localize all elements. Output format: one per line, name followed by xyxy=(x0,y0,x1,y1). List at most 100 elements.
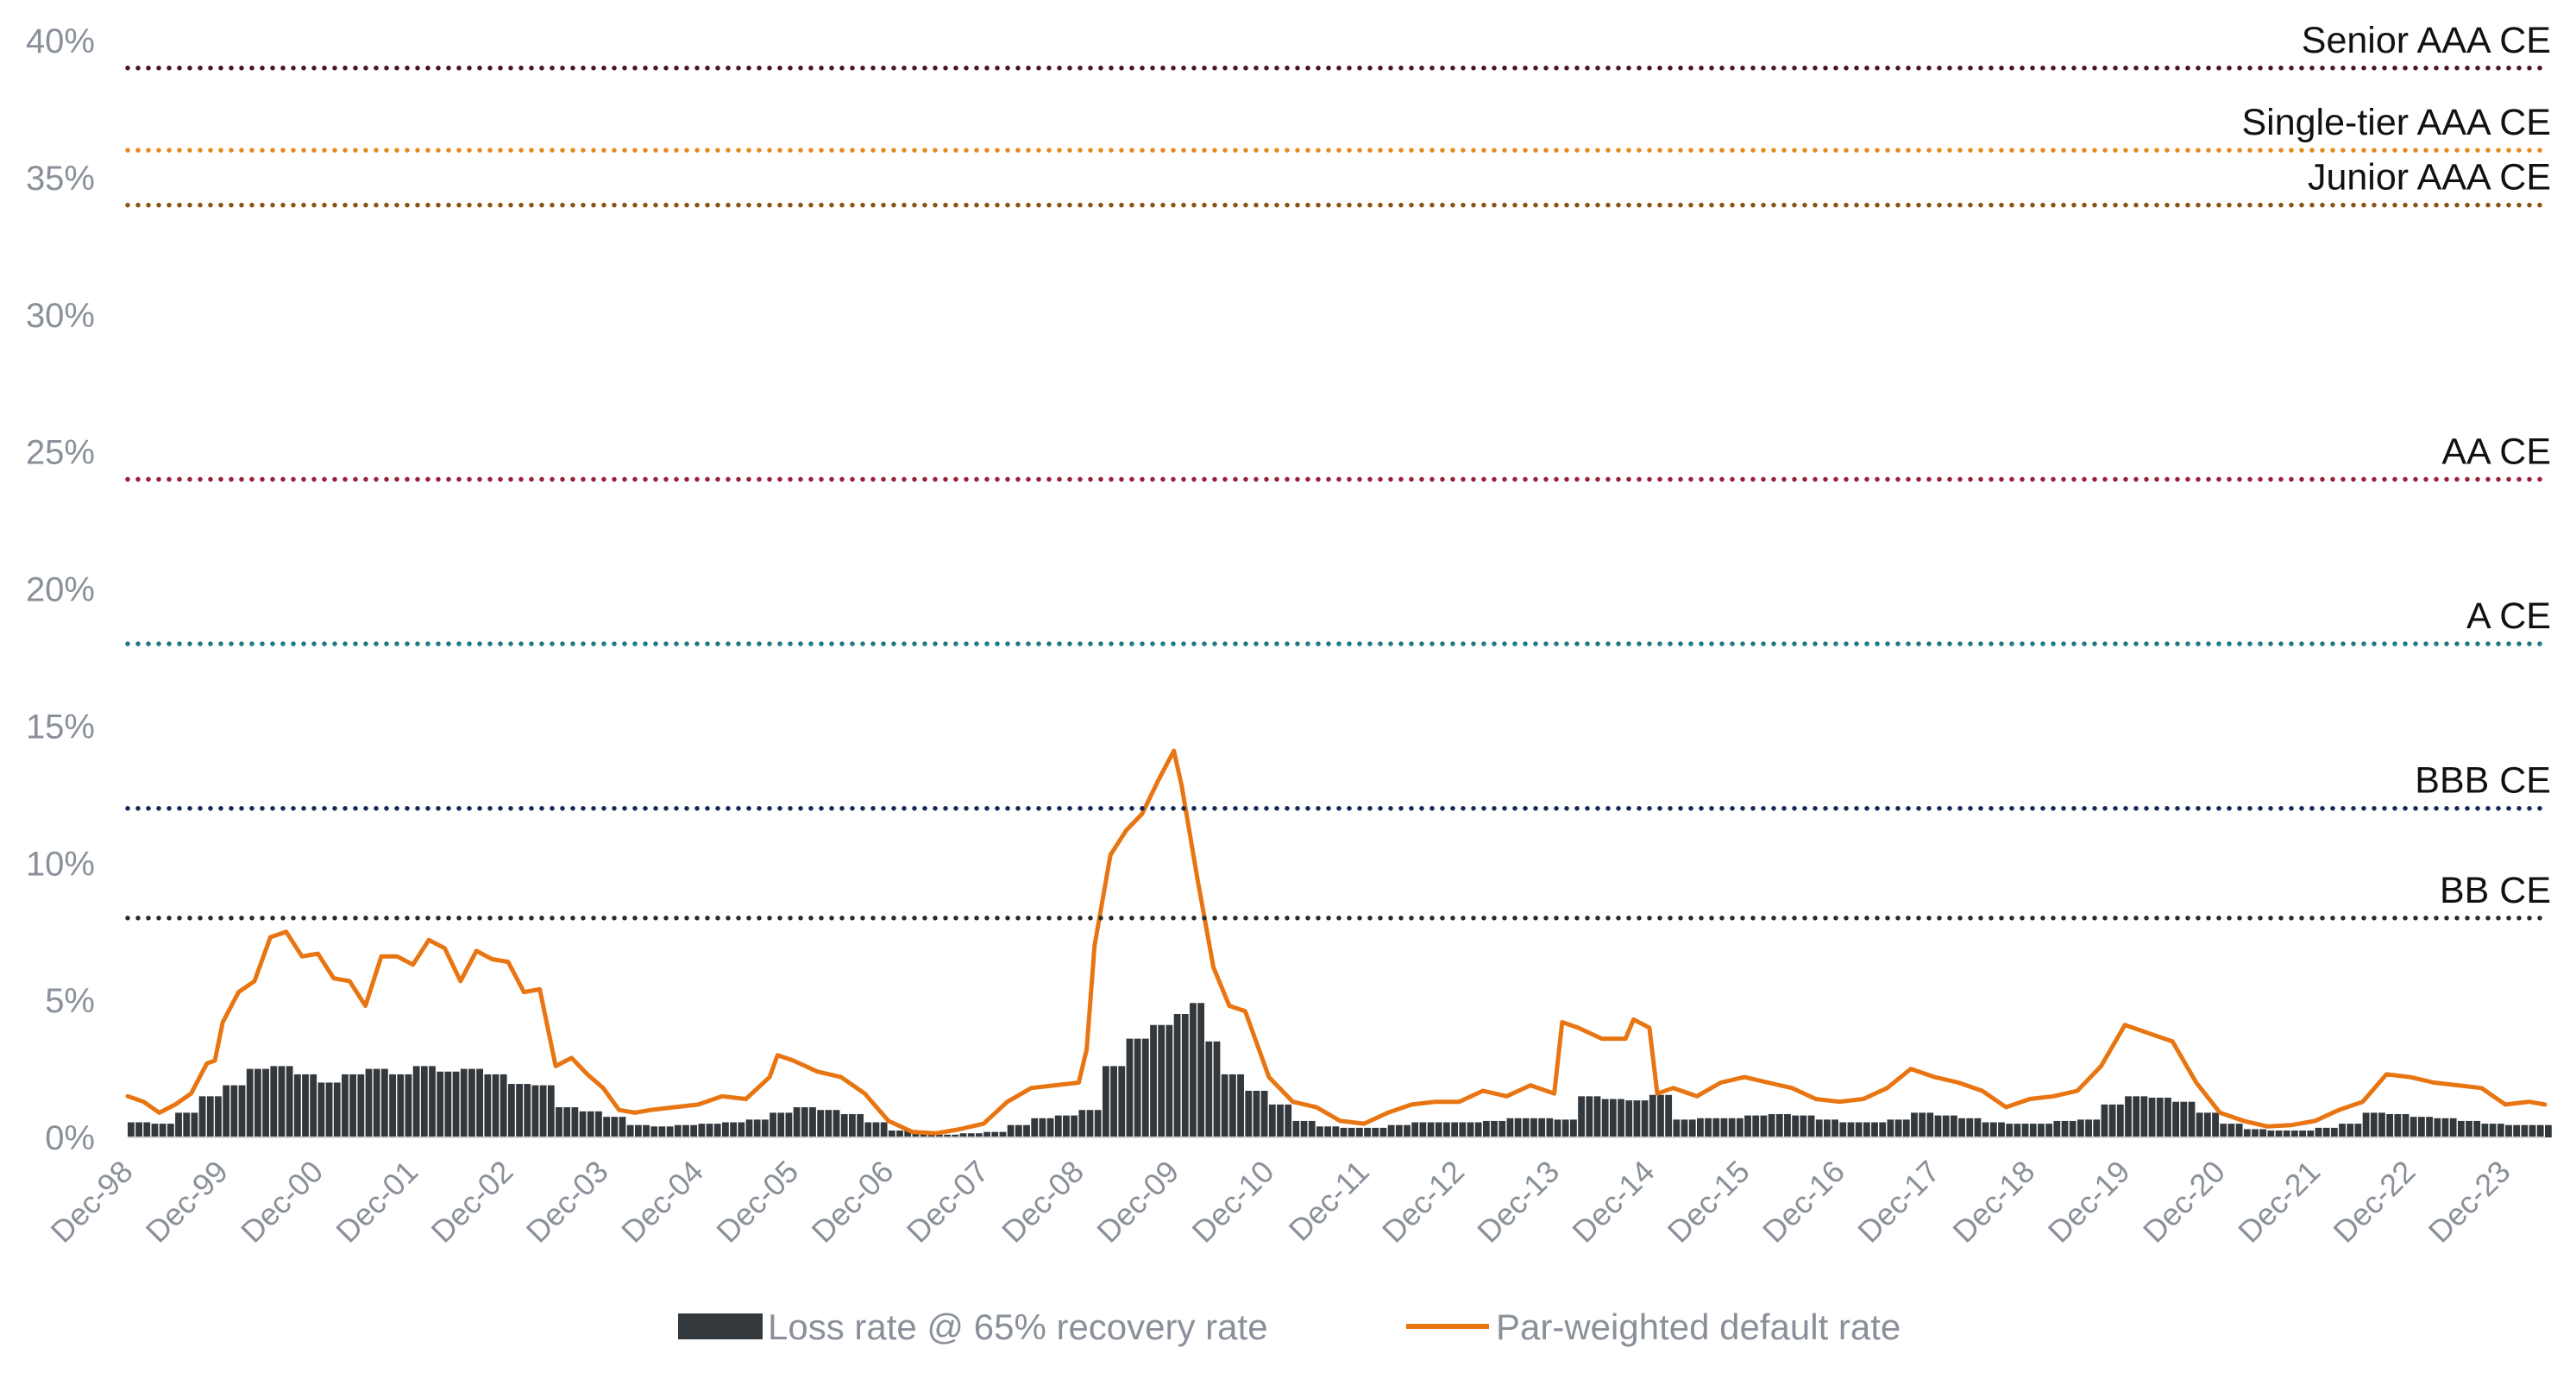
loss-rate-bar xyxy=(1665,1094,1673,1137)
loss-rate-bar xyxy=(674,1124,682,1137)
loss-rate-bar xyxy=(1134,1038,1141,1137)
loss-rate-bar xyxy=(1807,1115,1815,1137)
loss-rate-bar xyxy=(1894,1119,1902,1137)
loss-rate-bar xyxy=(1998,1122,2005,1137)
loss-rate-bar xyxy=(2029,1124,2037,1137)
loss-rate-bar xyxy=(753,1119,761,1137)
loss-rate-bar xyxy=(745,1119,753,1137)
loss-rate-bar xyxy=(1355,1127,1363,1137)
loss-rate-bar xyxy=(1221,1074,1228,1137)
y-tick-label: 15% xyxy=(26,708,95,746)
loss-rate-bar xyxy=(927,1133,935,1137)
loss-rate-bar xyxy=(2259,1129,2267,1137)
loss-rate-bar xyxy=(1593,1096,1601,1137)
loss-rate-bar xyxy=(2148,1097,2156,1137)
loss-rate-bar xyxy=(626,1124,634,1137)
loss-rate-bar xyxy=(2434,1118,2441,1137)
loss-rate-bar xyxy=(2077,1119,2084,1137)
loss-rate-bar xyxy=(1712,1118,1720,1137)
loss-rate-bar xyxy=(690,1124,698,1137)
loss-rate-bar xyxy=(2108,1104,2116,1137)
y-tick-label: 10% xyxy=(26,845,95,883)
loss-rate-bar xyxy=(595,1111,602,1137)
loss-rate-bar xyxy=(2164,1097,2171,1137)
loss-rate-bar xyxy=(2489,1124,2497,1137)
loss-rate-bar xyxy=(761,1119,769,1137)
loss-rate-bar xyxy=(151,1124,159,1137)
loss-rate-bar xyxy=(2473,1120,2481,1137)
loss-rate-bar xyxy=(365,1068,373,1137)
loss-rate-bar xyxy=(1887,1119,1894,1137)
loss-rate-bar xyxy=(1934,1115,1942,1137)
x-tick-label: Dec-07 xyxy=(900,1154,996,1250)
loss-rate-bar xyxy=(1411,1122,1419,1137)
loss-rate-bar xyxy=(286,1066,293,1137)
x-tick-label: Dec-12 xyxy=(1375,1154,1471,1250)
loss-rate-bar xyxy=(468,1068,475,1137)
loss-rate-bar xyxy=(1514,1118,1522,1137)
loss-rate-bar xyxy=(1482,1120,1490,1137)
x-axis-ticks: Dec-98 Dec-99 Dec-00 Dec-01 Dec-02 Dec-03 Dec-… xyxy=(44,1154,2517,1250)
loss-rate-bar xyxy=(1332,1126,1340,1137)
loss-rate-bar xyxy=(619,1117,626,1137)
loss-rate-bar xyxy=(1657,1094,1664,1137)
loss-rate-bar xyxy=(397,1074,405,1137)
loss-rate-bar xyxy=(516,1084,523,1137)
loss-rate-bar xyxy=(1815,1119,1823,1137)
loss-rate-bar xyxy=(1078,1110,1086,1137)
loss-rate-bar xyxy=(389,1074,396,1137)
loss-rate-bar xyxy=(888,1131,895,1137)
loss-rate-bar xyxy=(611,1117,619,1137)
loss-rate-bar xyxy=(2466,1120,2472,1137)
loss-rate-bar xyxy=(2101,1104,2108,1137)
loss-rate-bar xyxy=(1736,1118,1744,1137)
y-tick-label: 40% xyxy=(26,22,95,60)
loss-rate-bar xyxy=(2513,1124,2521,1137)
loss-rate-bar xyxy=(1300,1120,1308,1137)
loss-rate-bar xyxy=(1435,1122,1442,1137)
x-tick-label: Dec-10 xyxy=(1185,1154,1281,1250)
loss-rate-bar xyxy=(976,1133,983,1137)
loss-rate-bar xyxy=(1966,1118,1974,1137)
loss-rate-bar xyxy=(793,1107,801,1137)
loss-rate-bar xyxy=(2188,1101,2196,1137)
loss-rate-bar xyxy=(507,1084,515,1137)
loss-rate-bar xyxy=(1855,1122,1863,1137)
default-rate-line xyxy=(125,748,2548,1136)
loss-rate-bar xyxy=(1150,1024,1157,1137)
loss-rate-bars xyxy=(128,1003,2552,1137)
loss-rate-bar xyxy=(1974,1118,1982,1137)
loss-rate-bar xyxy=(2418,1117,2425,1137)
loss-rate-bar xyxy=(1141,1038,1149,1137)
loss-rate-bar xyxy=(302,1074,309,1137)
loss-rate-bar xyxy=(571,1107,579,1137)
loss-rate-bar xyxy=(2196,1112,2203,1137)
x-tick-label: Dec-98 xyxy=(44,1154,140,1250)
loss-rate-bar xyxy=(1260,1090,1268,1137)
loss-rate-bar xyxy=(215,1096,222,1137)
loss-rate-bar xyxy=(991,1131,999,1137)
loss-rate-bar xyxy=(1071,1115,1078,1137)
loss-rate-bar xyxy=(1046,1118,1054,1137)
loss-rate-bar xyxy=(1902,1119,1910,1137)
loss-rate-bar xyxy=(896,1131,903,1137)
loss-rate-bar xyxy=(1863,1122,1870,1137)
loss-rate-bar xyxy=(738,1122,745,1137)
loss-rate-bar xyxy=(254,1068,261,1137)
loss-rate-bar xyxy=(2227,1124,2235,1137)
loss-rate-bar xyxy=(412,1066,420,1137)
loss-rate-bar xyxy=(1063,1115,1070,1137)
y-axis-ticks: 0% 5% 10% 15% 20% 25% 30% 35% 40% xyxy=(26,22,95,1157)
loss-rate-bar xyxy=(2283,1131,2290,1137)
x-tick-label: Dec-20 xyxy=(2136,1154,2232,1250)
loss-rate-bar xyxy=(1094,1110,1102,1137)
loss-rate-bar xyxy=(825,1110,832,1137)
loss-rate-bar xyxy=(1086,1110,1094,1137)
loss-rate-bar xyxy=(1871,1122,1878,1137)
loss-rate-bar xyxy=(2529,1124,2536,1137)
y-tick-label: 5% xyxy=(45,982,95,1020)
loss-rate-bar xyxy=(2038,1124,2045,1137)
x-tick-label: Dec-22 xyxy=(2326,1154,2422,1250)
loss-rate-bar xyxy=(2394,1113,2402,1137)
loss-rate-bar xyxy=(1641,1100,1649,1137)
